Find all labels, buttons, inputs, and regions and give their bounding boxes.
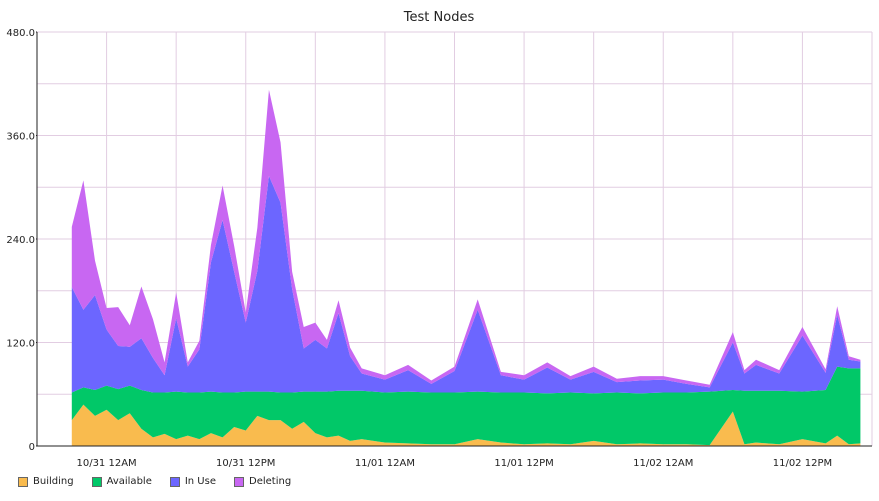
y-tick-label: 0	[29, 442, 35, 453]
y-tick-label: 480.0	[6, 28, 35, 39]
x-tick-label: 11/01 12PM	[494, 458, 553, 469]
legend-item-deleting: Deleting	[234, 476, 291, 487]
y-tick-label: 120.0	[6, 339, 35, 350]
legend-swatch	[169, 476, 180, 487]
legend-label: In Use	[184, 476, 216, 487]
x-tick-label: 10/31 12PM	[216, 458, 275, 469]
legend-label: Building	[33, 476, 74, 487]
legend-swatch	[234, 476, 244, 487]
legend-label: Deleting	[249, 476, 292, 487]
legend-item-in-use: In Use	[169, 476, 216, 487]
x-tick-label: 11/02 12PM	[773, 458, 832, 469]
y-tick-labels: 0 120.0 240.0 360.0 480.0	[6, 28, 37, 453]
y-tick-label: 240.0	[6, 235, 35, 246]
legend-item-available: Available	[91, 476, 152, 487]
area-building	[71, 404, 861, 446]
legend-label: Available	[106, 476, 152, 487]
area-deleting	[71, 89, 861, 388]
x-tick-label: 11/01 12AM	[355, 458, 415, 469]
legend-item-building: Building	[18, 476, 74, 487]
area-available	[71, 366, 861, 446]
area-in-use	[71, 176, 861, 394]
chart-title: Test Nodes	[403, 10, 475, 25]
legend-swatch	[91, 476, 102, 487]
x-tick-labels: 10/31 12AM 10/31 12PM 11/01 12AM 11/01 12PM…	[76, 458, 832, 469]
y-tick-label: 360.0	[6, 132, 35, 143]
legend: Building Available In Use Deleting	[18, 476, 309, 487]
x-tick-label: 10/31 12AM	[76, 458, 136, 469]
legend-swatch	[18, 476, 28, 487]
stacked-areas	[71, 89, 861, 446]
x-tick-label: 11/02 12AM	[633, 458, 693, 469]
